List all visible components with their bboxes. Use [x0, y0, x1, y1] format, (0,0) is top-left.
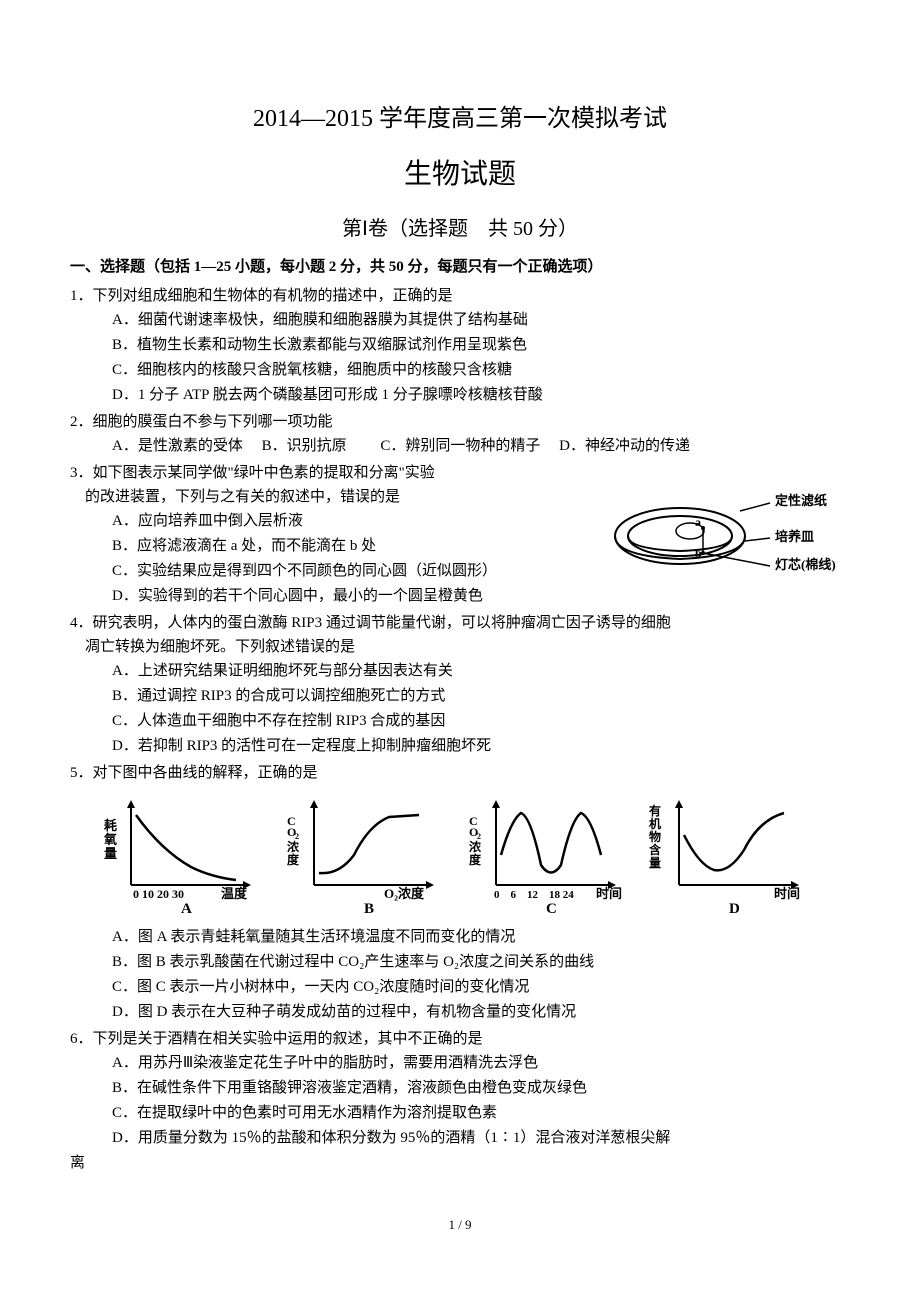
question-1: 1．下列对组成细胞和生物体的有机物的描述中，正确的是 A．细菌代谢速率极快，细胞… [70, 284, 850, 407]
chart-b: CO2浓度 O₂浓度 B [284, 795, 454, 915]
q5-text: 5．对下图中各曲线的解释，正确的是 [70, 761, 850, 785]
q6-opt-c: C．在提取绿叶中的色素时可用无水酒精作为溶剂提取色素 [112, 1101, 850, 1125]
section-title: 第Ⅰ卷（选择题 共 50 分） [70, 213, 850, 245]
question-2: 2．细胞的膜蛋白不参与下列哪一项功能 A．是性激素的受体 B．识别抗原 C．辨别… [70, 410, 850, 458]
svg-text:时间: 时间 [774, 886, 800, 901]
svg-text:a: a [695, 515, 701, 529]
question-3: 3．如下图表示某同学做"绿叶中色素的提取和分离"实验 的改进装置，下列与之有关的… [70, 461, 850, 608]
svg-text:A: A [181, 901, 192, 915]
q3-opt-b: B．应将滤液滴在 a 处，而不能滴在 b 处 [112, 534, 522, 558]
svg-text:培养皿: 培养皿 [775, 529, 814, 544]
svg-text:时间: 时间 [596, 886, 622, 901]
q1-text: 1．下列对组成细胞和生物体的有机物的描述中，正确的是 [70, 284, 850, 308]
q3-opt-c: C．实验结果应是得到四个不同颜色的同心圆（近似圆形） [112, 559, 522, 583]
q2-opt-d: D．神经冲动的传递 [559, 438, 690, 454]
svg-text:C: C [546, 901, 557, 915]
q4-opt-c: C．人体造血干细胞中不存在控制 RIP3 合成的基因 [112, 709, 850, 733]
q1-opt-a: A．细菌代谢速率极快，细胞膜和细胞器膜为其提供了结构基础 [112, 308, 850, 332]
q4-text2: 凋亡转换为细胞坏死。下列叙述错误的是 [70, 635, 850, 659]
q3-text2: 的改进装置，下列与之有关的叙述中，错误的是 [70, 485, 522, 509]
exam-title: 2014—2015 学年度高三第一次模拟考试 [70, 100, 850, 138]
q1-opt-d: D．1 分子 ATP 脱去两个磷酸基团可形成 1 分子腺嘌呤核糖核苷酸 [112, 383, 850, 407]
svg-text:定性滤纸: 定性滤纸 [774, 493, 827, 508]
q2-opt-c: C．辨别同一物种的精子 [380, 438, 540, 454]
svg-text:CO2浓度: CO2浓度 [469, 814, 482, 867]
q6-opt-d2: 离 [70, 1151, 850, 1175]
svg-text:D: D [729, 901, 740, 915]
svg-text:有机物含量: 有机物含量 [649, 803, 662, 870]
question-6: 6．下列是关于酒精在相关实验中运用的叙述，其中不正确的是 A．用苏丹Ⅲ染液鉴定花… [70, 1027, 850, 1175]
chart-d: 有机物含量 时间 D [649, 795, 819, 915]
svg-text:灯芯(棉线): 灯芯(棉线) [775, 557, 836, 572]
svg-text:B: B [364, 901, 374, 915]
svg-text:温度: 温度 [221, 886, 248, 901]
q6-opt-d: D．用质量分数为 15％的盐酸和体积分数为 95％的酒精（1∶1）混合液对洋葱根… [112, 1126, 850, 1150]
q5-charts: 耗氧量 0 10 20 30 温度 A CO2浓度 O₂浓度 B CO2浓度 0… [100, 795, 820, 915]
q4-opt-b: B．通过调控 RIP3 的合成可以调控细胞死亡的方式 [112, 684, 850, 708]
q6-opt-b: B．在碱性条件下用重铬酸钾溶液鉴定酒精，溶液颜色由橙色变成灰绿色 [112, 1076, 850, 1100]
q4-opt-d: D．若抑制 RIP3 的活性可在一定程度上抑制肿瘤细胞坏死 [112, 734, 850, 758]
q6-opt-a: A．用苏丹Ⅲ染液鉴定花生子叶中的脂肪时，需要用酒精洗去浮色 [112, 1051, 850, 1075]
q2-opt-a: A．是性激素的受体 [112, 438, 243, 454]
q5-opt-a: A．图 A 表示青蛙耗氧量随其生活环境温度不同而变化的情况 [112, 925, 850, 949]
q6-text: 6．下列是关于酒精在相关实验中运用的叙述，其中不正确的是 [70, 1027, 850, 1051]
q2-text: 2．细胞的膜蛋白不参与下列哪一项功能 [70, 410, 850, 434]
q3-text: 3．如下图表示某同学做"绿叶中色素的提取和分离"实验 [70, 461, 522, 485]
question-4: 4．研究表明，人体内的蛋白激酶 RIP3 通过调节能量代谢，可以将肿瘤凋亡因子诱… [70, 611, 850, 758]
question-5: 5．对下图中各曲线的解释，正确的是 耗氧量 0 10 20 30 温度 A CO… [70, 761, 850, 1024]
svg-text:CO2浓度: CO2浓度 [287, 814, 300, 867]
q3-opt-a: A．应向培养皿中倒入层析液 [112, 509, 522, 533]
chart-a: 耗氧量 0 10 20 30 温度 A [101, 795, 271, 915]
svg-text:O₂浓度: O₂浓度 [384, 886, 425, 901]
q1-opt-c: C．细胞核内的核酸只含脱氧核糖，细胞质中的核酸只含核糖 [112, 358, 850, 382]
chart-c: CO2浓度 0 6 12 18 24 时间 C [466, 795, 636, 915]
q3-diagram: a b 定性滤纸 培养皿 灯芯(棉线) [600, 481, 850, 591]
section-header: 一、选择题（包括 1—25 小题，每小题 2 分，共 50 分，每题只有一个正确… [70, 255, 850, 279]
q2-opt-b: B．识别抗原 [262, 438, 347, 454]
q4-text: 4．研究表明，人体内的蛋白激酶 RIP3 通过调节能量代谢，可以将肿瘤凋亡因子诱… [70, 611, 850, 635]
svg-text:0 10 20 30: 0 10 20 30 [133, 887, 184, 901]
svg-text:0 6 12 18 24: 0 6 12 18 24 [494, 889, 574, 901]
q5-opt-c: C．图 C 表示一片小树林中，一天内 CO₂浓度随时间的变化情况 [112, 975, 850, 999]
svg-text:b: b [695, 546, 702, 560]
page-number: 1 / 9 [70, 1215, 850, 1236]
q5-opt-b: B．图 B 表示乳酸菌在代谢过程中 CO₂产生速率与 O₂浓度之间关系的曲线 [112, 950, 850, 974]
exam-subtitle: 生物试题 [70, 153, 850, 198]
q5-opt-d: D．图 D 表示在大豆种子萌发成幼苗的过程中，有机物含量的变化情况 [112, 1000, 850, 1024]
q1-opt-b: B．植物生长素和动物生长激素都能与双缩脲试剂作用呈现紫色 [112, 333, 850, 357]
q4-opt-a: A．上述研究结果证明细胞坏死与部分基因表达有关 [112, 659, 850, 683]
svg-text:耗氧量: 耗氧量 [103, 818, 117, 861]
